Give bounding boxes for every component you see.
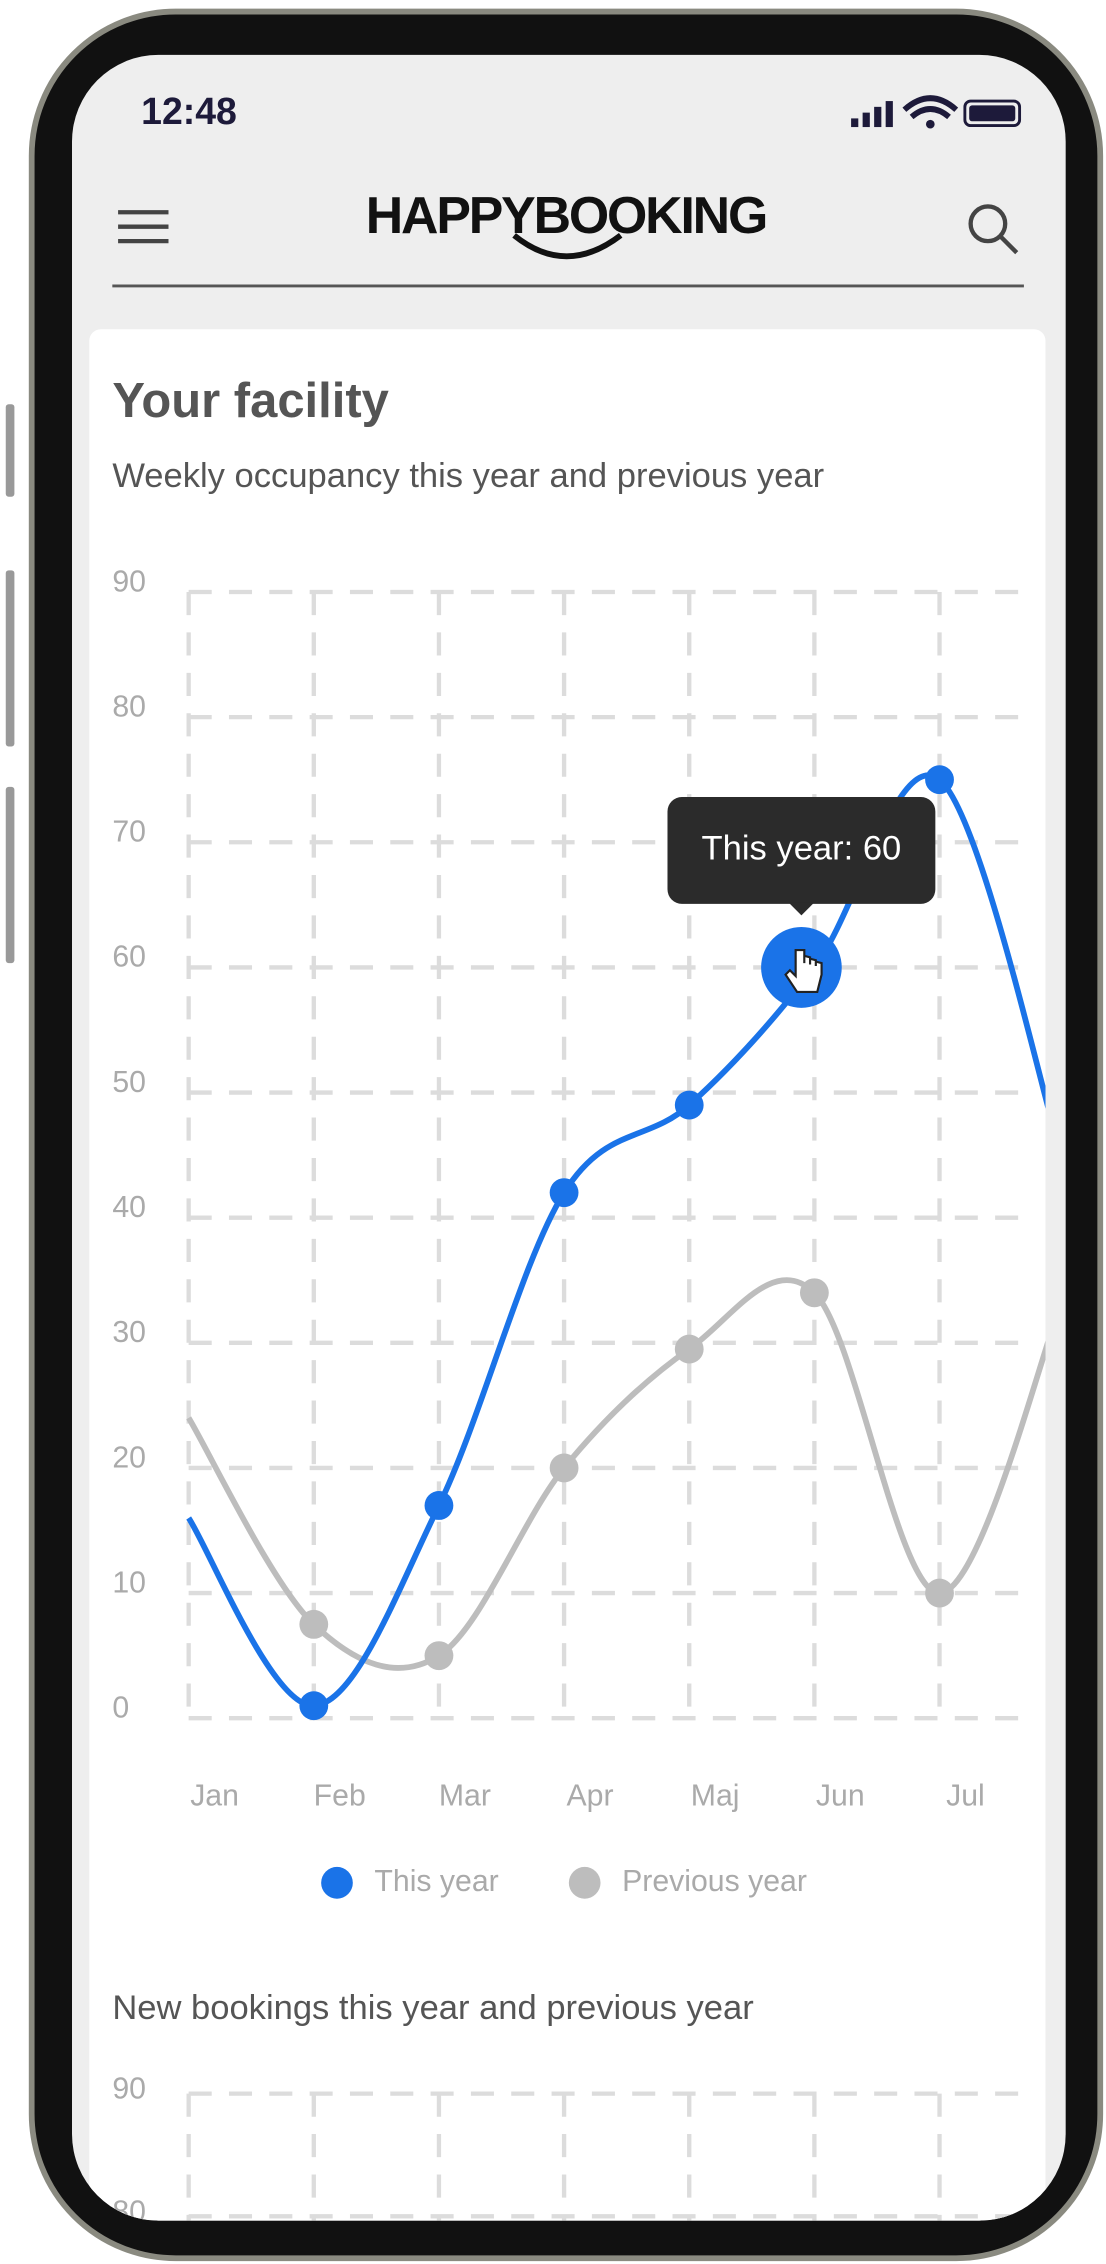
tooltip-pointer (788, 902, 815, 916)
data-point (925, 765, 954, 795)
y-tick-label: 50 (112, 1066, 146, 1099)
side-button (5, 404, 15, 497)
legend-marker (321, 1866, 353, 1899)
signal-icon (851, 101, 893, 128)
chart-subtitle: New bookings this year and previous year (112, 1989, 753, 2027)
battery-icon (963, 99, 1022, 128)
x-tick-label: Jul (946, 1780, 985, 1813)
battery-level (969, 105, 1016, 122)
x-tick-label: Mar (439, 1780, 491, 1813)
y-tick-label: 60 (112, 941, 146, 974)
x-tick-label: Feb (314, 1780, 366, 1813)
legend-label: Previous year (622, 1865, 807, 1898)
x-tick-label: Apr (566, 1780, 613, 1813)
y-tick-label: 40 (112, 1191, 146, 1224)
search-button[interactable] (968, 204, 1008, 244)
y-tick-label: 90 (112, 565, 146, 598)
data-point (299, 1691, 329, 1721)
x-tick-label: Jun (816, 1780, 865, 1813)
data-point (925, 1578, 954, 1608)
data-point (424, 1641, 454, 1671)
data-point (674, 1334, 704, 1364)
y-tick-label: 90 (112, 2073, 146, 2106)
x-tick-label: Jan (190, 1780, 239, 1813)
legend-marker (568, 1866, 601, 1899)
side-button (5, 570, 15, 747)
y-tick-label: 0 (112, 1692, 129, 1725)
data-point (674, 1090, 704, 1120)
data-point (424, 1491, 454, 1520)
menu-button[interactable] (118, 210, 169, 244)
wifi-icon (902, 95, 959, 120)
side-button (5, 786, 15, 964)
tooltip (667, 797, 936, 904)
data-point (549, 1178, 579, 1208)
y-tick-label: 80 (112, 690, 146, 723)
chart-subtitle: Weekly occupancy this year and previous … (112, 457, 824, 495)
y-tick-label: 30 (112, 1316, 146, 1349)
legend-label: This year (374, 1865, 498, 1898)
data-point (549, 1453, 579, 1483)
y-tick-label: 10 (112, 1566, 146, 1599)
search-handle (999, 235, 1019, 255)
x-tick-label: Maj (691, 1780, 740, 1813)
card-title: Your facility (112, 374, 389, 428)
y-tick-label: 70 (112, 816, 146, 849)
status-time: 12:48 (141, 90, 237, 132)
wifi-dot (925, 119, 935, 129)
data-point (799, 1278, 829, 1308)
card (89, 329, 1046, 2221)
logo[interactable]: HAPPYBOOKING (366, 187, 769, 245)
data-point (299, 1609, 329, 1639)
logo-smile (512, 233, 623, 260)
cursor-hand (784, 948, 823, 994)
y-tick-label: 20 (112, 1441, 146, 1474)
tooltip-text: This year: 60 (702, 830, 902, 868)
